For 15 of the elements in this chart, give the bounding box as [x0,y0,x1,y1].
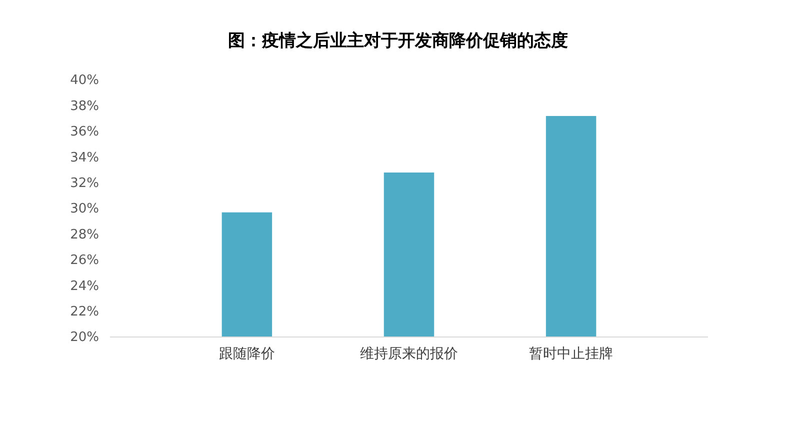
y-tick-label: 36% [70,124,99,140]
y-tick-label: 22% [70,304,99,320]
y-tick-label: 34% [70,150,99,166]
x-tick-label: 维持原来的报价 [360,346,458,362]
y-tick-label: 24% [70,278,99,294]
y-tick-label: 32% [70,176,99,191]
x-tick-label: 跟随降价 [218,346,275,362]
y-tick-label: 40% [70,73,99,88]
y-tick-label: 20% [70,330,99,346]
chart-title: 图：疫情之后业主对于开发商降价促销的态度 [228,31,568,51]
y-tick-label: 28% [70,227,99,242]
x-tick-label: 暂时中止挂牌 [529,346,614,362]
y-tick-label: 30% [70,202,99,217]
y-tick-label: 38% [70,98,99,114]
y-tick-label: 26% [70,253,99,268]
